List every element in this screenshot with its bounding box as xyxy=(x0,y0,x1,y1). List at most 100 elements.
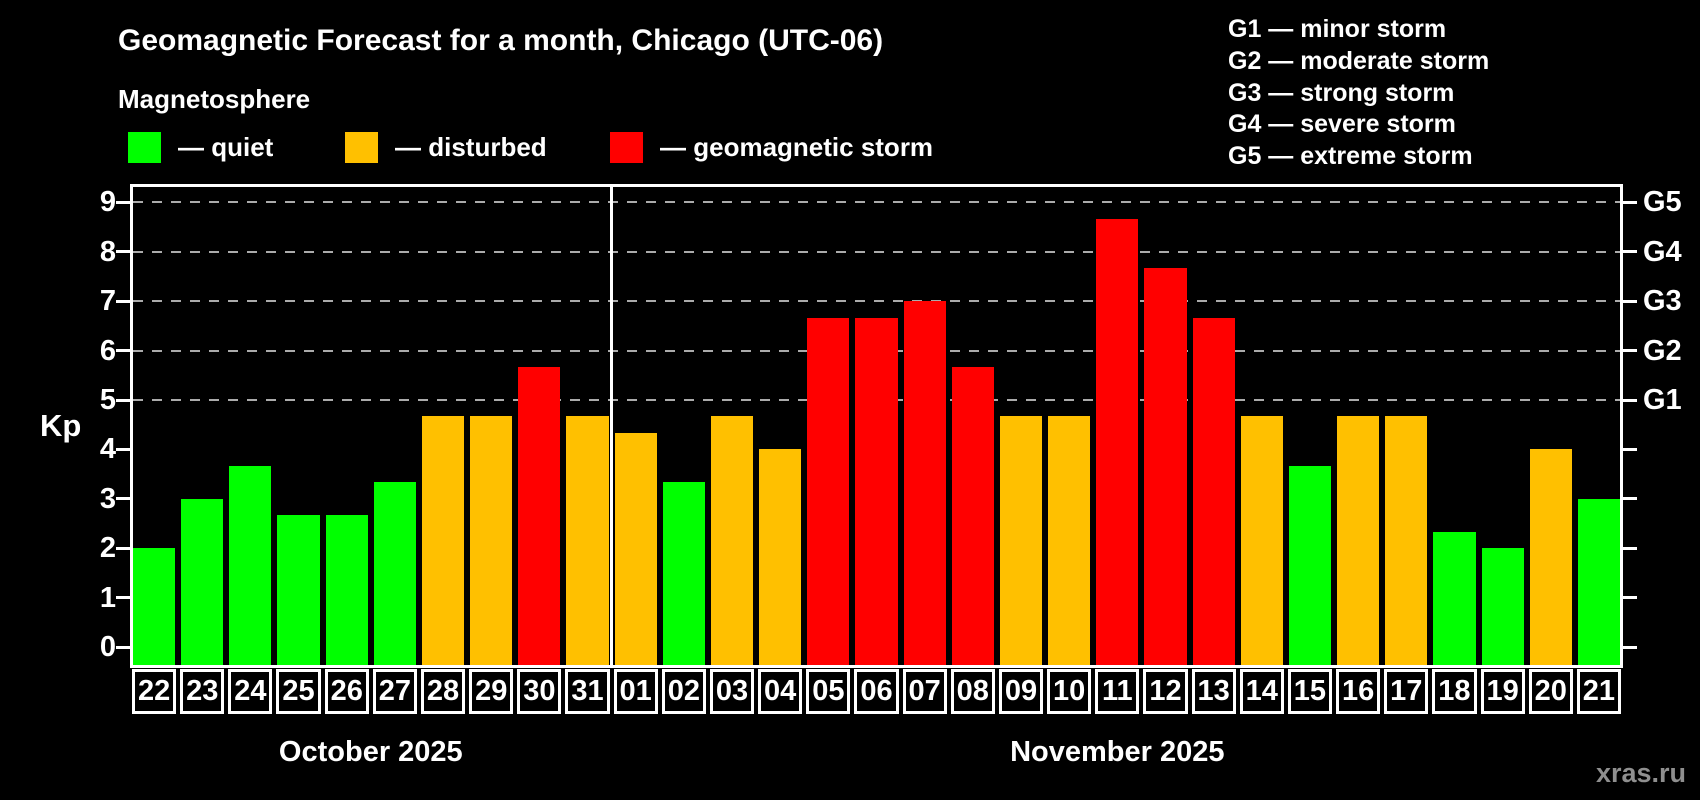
kp-bar xyxy=(325,515,368,665)
kp-bar xyxy=(1096,218,1139,665)
kp-bar xyxy=(1481,548,1524,665)
date-cell: 15 xyxy=(1287,669,1333,714)
storm-scale-line: G5 — extreme storm xyxy=(1228,142,1473,171)
kp-tick-label: 9 xyxy=(99,186,116,219)
month-label: November 2025 xyxy=(1010,736,1225,768)
kp-bar xyxy=(662,482,705,665)
storm-scale-line: G3 — strong storm xyxy=(1228,78,1455,107)
right-tick xyxy=(1623,200,1637,204)
left-tick xyxy=(116,447,130,451)
date-cell: 04 xyxy=(758,669,803,714)
kp-tick-label: 1 xyxy=(99,581,116,614)
kp-bar xyxy=(1192,317,1235,665)
date-cell: 22 xyxy=(132,669,177,714)
kp-bar xyxy=(710,416,754,665)
right-tick xyxy=(1623,447,1637,451)
storm-scale-legend: G1 — minor storm G2 — moderate storm G3 — … xyxy=(1228,14,1489,173)
date-cell: 25 xyxy=(276,669,321,714)
kp-bar xyxy=(855,317,898,665)
kp-bar xyxy=(1144,268,1187,665)
date-cell: 20 xyxy=(1528,669,1573,714)
kp-bar xyxy=(421,416,465,665)
date-cell: 30 xyxy=(517,669,562,714)
chart-title: Geomagnetic Forecast for a month, Chicag… xyxy=(118,24,884,57)
kp-bar xyxy=(373,482,416,665)
month-divider xyxy=(610,187,614,665)
g-level-label: G1 xyxy=(1643,384,1682,416)
gridline xyxy=(133,300,1620,303)
g-level-label: G2 xyxy=(1643,334,1682,367)
date-cell: 23 xyxy=(180,669,225,714)
kp-bar xyxy=(181,498,224,665)
legend-item: — disturbed xyxy=(345,132,547,163)
kp-bar xyxy=(1385,416,1428,665)
date-cell: 21 xyxy=(1576,669,1621,714)
kp-tick-label: 8 xyxy=(99,235,116,268)
storm-scale-line: G4 — severe storm xyxy=(1228,110,1456,139)
gridline xyxy=(133,201,1620,204)
right-tick xyxy=(1623,349,1637,353)
kp-bar xyxy=(470,416,513,665)
kp-tick-label: 5 xyxy=(99,384,116,416)
date-cell: 18 xyxy=(1432,669,1477,714)
kp-bar xyxy=(1529,449,1572,665)
kp-bar xyxy=(807,317,850,665)
kp-bar xyxy=(1337,416,1380,665)
g-level-label: G3 xyxy=(1643,285,1682,318)
legend-item: — quiet xyxy=(128,132,273,163)
kp-bar xyxy=(903,301,946,665)
date-cell: 31 xyxy=(565,669,610,714)
date-cell: 26 xyxy=(324,669,369,714)
kp-bar xyxy=(999,416,1043,665)
date-cell: 02 xyxy=(661,669,706,714)
date-cell: 28 xyxy=(420,669,466,714)
kp-bar xyxy=(1577,498,1620,665)
date-cell: 27 xyxy=(372,669,417,714)
right-tick xyxy=(1623,299,1637,303)
date-cell: 12 xyxy=(1143,669,1188,714)
left-tick xyxy=(116,596,130,600)
date-cell: 03 xyxy=(709,669,755,714)
right-tick xyxy=(1623,398,1637,402)
right-tick xyxy=(1623,596,1637,600)
legend-item: — geomagnetic storm xyxy=(610,132,933,163)
date-cell: 19 xyxy=(1480,669,1525,714)
date-cell: 05 xyxy=(806,669,851,714)
date-cell: 08 xyxy=(950,669,995,714)
legend-swatch xyxy=(610,132,643,163)
watermark: xras.ru xyxy=(1595,758,1686,788)
date-cell: 16 xyxy=(1336,669,1381,714)
kp-tick-label: 0 xyxy=(99,631,116,663)
g-level-label: G4 xyxy=(1643,235,1682,268)
left-tick xyxy=(116,349,130,353)
kp-tick-label: 7 xyxy=(99,285,116,318)
kp-bar xyxy=(1433,531,1476,665)
left-tick xyxy=(116,546,130,550)
left-tick xyxy=(116,250,130,254)
kp-bar xyxy=(614,433,657,665)
date-cell: 17 xyxy=(1384,669,1429,714)
kp-bar xyxy=(759,449,802,665)
left-tick xyxy=(116,299,130,303)
kp-tick-label: 3 xyxy=(99,482,116,515)
date-cell: 06 xyxy=(854,669,899,714)
g-level-label: G5 xyxy=(1643,186,1682,219)
date-cell: 29 xyxy=(469,669,514,714)
kp-bar xyxy=(277,515,320,665)
left-tick xyxy=(116,645,130,649)
date-cell: 13 xyxy=(1191,669,1236,714)
date-cell: 09 xyxy=(998,669,1044,714)
kp-bar xyxy=(133,548,176,665)
date-cell: 14 xyxy=(1239,669,1284,714)
legend-label: — disturbed xyxy=(395,132,547,162)
kp-tick-label: 4 xyxy=(99,433,116,466)
storm-scale-line: G2 — moderate storm xyxy=(1228,46,1490,75)
y-axis-label: Kp xyxy=(40,408,82,443)
left-tick xyxy=(116,497,130,501)
kp-bar xyxy=(1288,465,1332,665)
magnetosphere-label: Magnetosphere xyxy=(118,84,311,114)
right-tick xyxy=(1623,497,1637,501)
legend-label: — geomagnetic storm xyxy=(660,132,934,162)
month-label: October 2025 xyxy=(278,736,463,768)
